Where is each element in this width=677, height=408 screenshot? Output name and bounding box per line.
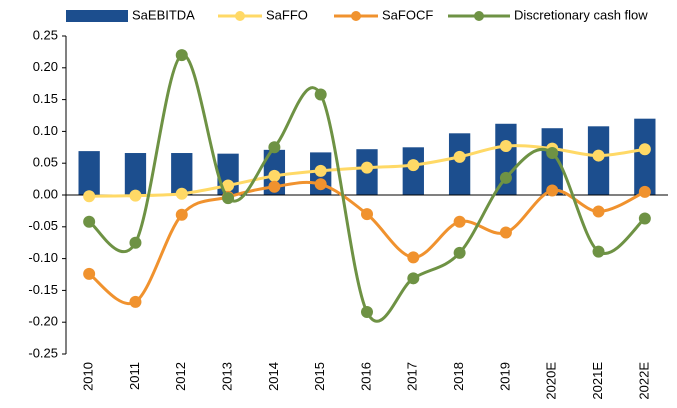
marker xyxy=(83,190,96,203)
marker xyxy=(407,251,420,264)
line xyxy=(88,180,646,306)
y-tick-label: 0.00 xyxy=(33,186,58,201)
marker xyxy=(361,161,373,174)
x-tick-label: 2013 xyxy=(220,362,235,391)
x-tick-label: 2019 xyxy=(497,362,512,391)
marker xyxy=(499,171,512,184)
marker xyxy=(546,184,559,197)
marker xyxy=(314,88,327,101)
x-tick-label: 2015 xyxy=(312,362,327,391)
y-tick-label: 0.10 xyxy=(33,123,58,138)
y-tick-label: -0.10 xyxy=(28,250,58,265)
marker xyxy=(361,208,373,221)
bar xyxy=(495,123,517,195)
marker xyxy=(222,192,235,205)
marker xyxy=(175,208,188,221)
x-tick-label: 2018 xyxy=(451,362,466,391)
x-tick-label: 2011 xyxy=(127,362,142,390)
x-tick-label: 2020E xyxy=(544,362,559,400)
y-tick-label: -0.05 xyxy=(28,218,58,233)
y-tick-label: -0.15 xyxy=(28,282,58,297)
x-tick-label: 2014 xyxy=(266,362,281,391)
legend-swatch xyxy=(235,11,245,21)
marker xyxy=(129,295,142,308)
marker xyxy=(314,164,327,177)
marker xyxy=(546,147,559,160)
marker xyxy=(175,49,188,62)
y-tick-label: 0.05 xyxy=(33,155,58,170)
marker xyxy=(592,149,605,162)
marker xyxy=(361,306,373,319)
x-tick-label: 2016 xyxy=(358,362,373,391)
marker xyxy=(499,226,512,239)
marker xyxy=(499,140,512,153)
marker xyxy=(453,246,466,259)
marker xyxy=(453,215,466,228)
bar xyxy=(78,151,100,195)
legend-swatch xyxy=(66,10,128,22)
bar xyxy=(634,118,656,195)
legend-label: SaFFO xyxy=(266,7,308,22)
marker xyxy=(222,179,235,192)
marker xyxy=(407,159,420,172)
x-tick-label: 2017 xyxy=(405,362,420,391)
marker xyxy=(268,169,281,182)
bar xyxy=(448,133,471,195)
marker xyxy=(407,272,420,285)
y-tick-label: -0.25 xyxy=(28,345,58,360)
x-tick-label: 2010 xyxy=(81,362,96,391)
legend-swatch xyxy=(351,11,361,21)
x-tick-label: 2012 xyxy=(173,362,188,391)
marker xyxy=(83,215,96,228)
legend-label: SaEBITDA xyxy=(132,7,195,22)
marker xyxy=(592,205,605,218)
legend-label: SaFOCF xyxy=(382,7,433,22)
legend-swatch xyxy=(474,11,484,21)
marker xyxy=(314,178,327,191)
marker xyxy=(592,245,605,258)
marker xyxy=(129,236,142,249)
marker xyxy=(83,267,96,280)
marker xyxy=(638,212,651,225)
marker xyxy=(175,187,188,200)
y-tick-label: -0.20 xyxy=(28,314,58,329)
marker xyxy=(638,185,651,198)
marker xyxy=(638,143,651,156)
y-tick-label: 0.20 xyxy=(33,59,58,74)
bar xyxy=(541,128,563,195)
bar xyxy=(171,153,193,195)
bar xyxy=(402,147,424,195)
x-tick-label: 2022E xyxy=(636,362,651,400)
marker xyxy=(268,141,281,154)
marker xyxy=(129,189,142,202)
y-tick-label: 0.25 xyxy=(33,27,58,42)
marker xyxy=(453,150,466,163)
y-tick-label: 0.15 xyxy=(33,91,58,106)
x-tick-label: 2021E xyxy=(590,362,605,400)
bar xyxy=(124,153,147,195)
legend-label: Discretionary cash flow xyxy=(514,7,648,22)
marker xyxy=(268,180,281,193)
line xyxy=(88,53,646,323)
